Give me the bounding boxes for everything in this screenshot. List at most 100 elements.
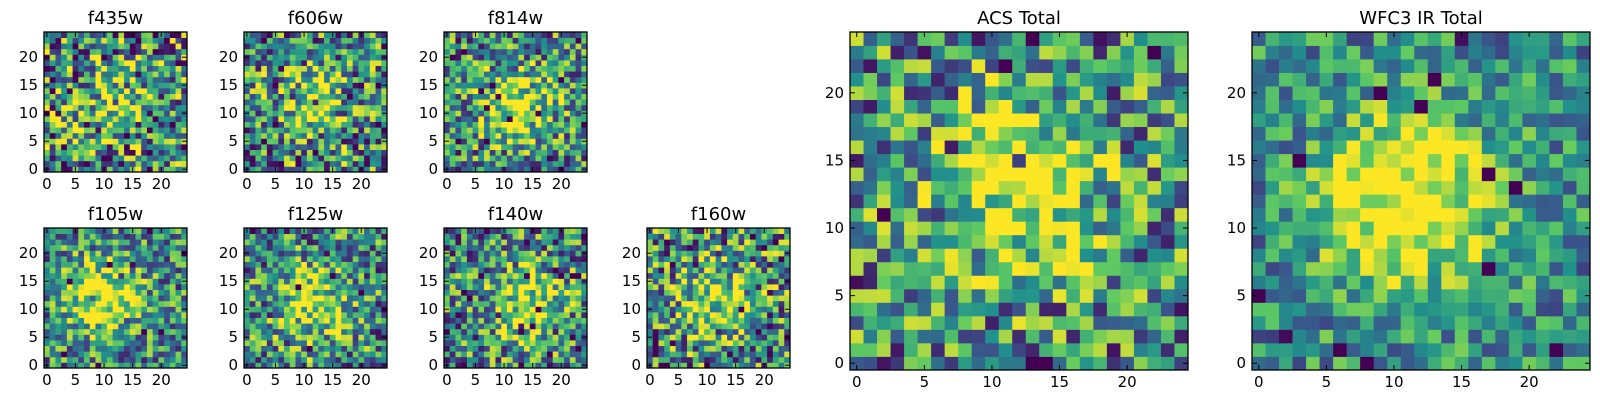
heatmap-cell (738, 345, 745, 352)
heatmap-cell (295, 284, 302, 290)
heatmap-cell (495, 116, 502, 122)
heatmap-cell (72, 155, 79, 162)
heatmap-cell (249, 356, 256, 363)
heatmap-cell (306, 334, 314, 341)
heatmap-cell (169, 340, 176, 346)
heatmap-cell (1012, 194, 1027, 209)
heatmap-cell (484, 323, 491, 330)
heatmap-cell (1147, 315, 1162, 330)
heatmap-cell (581, 144, 588, 150)
heatmap-cell (129, 239, 136, 246)
heatmap-cell (546, 289, 554, 296)
heatmap-cell (478, 144, 485, 150)
heatmap-cell (278, 93, 285, 100)
heatmap-cell (255, 71, 262, 78)
heatmap-cell (89, 278, 96, 285)
heatmap-cell (1133, 342, 1148, 357)
heatmap-cell (301, 71, 308, 78)
heatmap-cell (546, 155, 554, 162)
heatmap-cell (78, 244, 85, 251)
heatmap-cell (341, 116, 348, 122)
y-tick-label: 10 (19, 300, 38, 318)
heatmap-cell (141, 82, 148, 89)
heatmap-cell (175, 82, 182, 89)
heatmap-cell (546, 43, 554, 50)
heatmap-cell (478, 160, 485, 167)
heatmap-cell (1120, 167, 1135, 182)
heatmap-cell (152, 340, 159, 346)
heatmap-cell (255, 272, 262, 279)
heatmap-cell (658, 295, 665, 302)
heatmap-cell (95, 317, 102, 324)
heatmap-cell (164, 312, 171, 318)
heatmap-cell (66, 43, 73, 50)
heatmap-cell (687, 328, 694, 335)
heatmap-cell (461, 317, 468, 324)
heatmap-cell (658, 228, 665, 234)
heatmap-cell (478, 334, 485, 341)
heatmap-cell (444, 295, 451, 302)
heatmap-cell (669, 334, 676, 341)
heatmap-cell (61, 104, 68, 111)
heatmap-cell (78, 272, 85, 279)
heatmap-cell (1093, 261, 1108, 276)
heatmap-cell (455, 306, 462, 313)
heatmap-cell (266, 250, 273, 257)
heatmap-cell (324, 306, 331, 313)
heatmap-cell (704, 356, 711, 363)
heatmap-cell (261, 60, 268, 66)
heatmap-cell (658, 239, 665, 246)
heatmap-cell (124, 99, 131, 106)
heatmap-cell (552, 48, 559, 55)
heatmap-cell (461, 284, 468, 290)
heatmap-cell (518, 88, 525, 94)
heatmap-cell (306, 43, 314, 50)
heatmap-cell (249, 110, 256, 117)
heatmap-cell (564, 121, 571, 128)
heatmap-cell (55, 76, 62, 83)
heatmap-cell (369, 54, 376, 61)
heatmap-cell (461, 88, 468, 94)
heatmap-cell (558, 284, 565, 290)
heatmap-cell (495, 306, 502, 313)
heatmap-cell (289, 43, 296, 50)
heatmap-cell (55, 82, 62, 89)
heatmap-cell (1106, 194, 1121, 209)
heatmap-cell (335, 121, 342, 128)
heatmap-cell (358, 104, 365, 111)
heatmap-cell (552, 362, 559, 369)
heatmap-cell (112, 267, 119, 274)
heatmap-cell (146, 340, 154, 346)
heatmap-cell (295, 300, 302, 307)
heatmap-cell (575, 132, 582, 139)
heatmap-cell (647, 233, 654, 240)
heatmap-cell (169, 76, 176, 83)
heatmap-cell (112, 144, 119, 150)
heatmap-cell (84, 149, 91, 156)
heatmap-cell (49, 32, 56, 38)
heatmap-cell (175, 328, 182, 335)
heatmap-cell (664, 267, 671, 274)
heatmap-cell (101, 295, 108, 302)
heatmap-cell (732, 345, 739, 352)
heatmap-cell (529, 312, 536, 318)
heatmap-cell (732, 278, 739, 285)
heatmap-cell (1025, 342, 1040, 357)
heatmap-cell (569, 155, 576, 162)
heatmap-cell (255, 317, 262, 324)
heatmap-cell (890, 261, 905, 276)
heatmap-cell (66, 121, 73, 128)
heatmap-cell (375, 54, 382, 61)
heatmap-cell (124, 362, 131, 369)
heatmap-cell (55, 166, 62, 173)
heatmap-cell (652, 300, 659, 307)
heatmap-cell (255, 99, 262, 106)
heatmap-cell (95, 99, 102, 106)
heatmap-cell (89, 250, 96, 257)
heatmap-cell (72, 93, 79, 100)
heatmap-cell (141, 323, 148, 330)
heatmap-cell (512, 289, 519, 296)
heatmap-cell (181, 356, 188, 363)
heatmap-cell (1106, 180, 1121, 195)
heatmap-cell (455, 138, 462, 145)
